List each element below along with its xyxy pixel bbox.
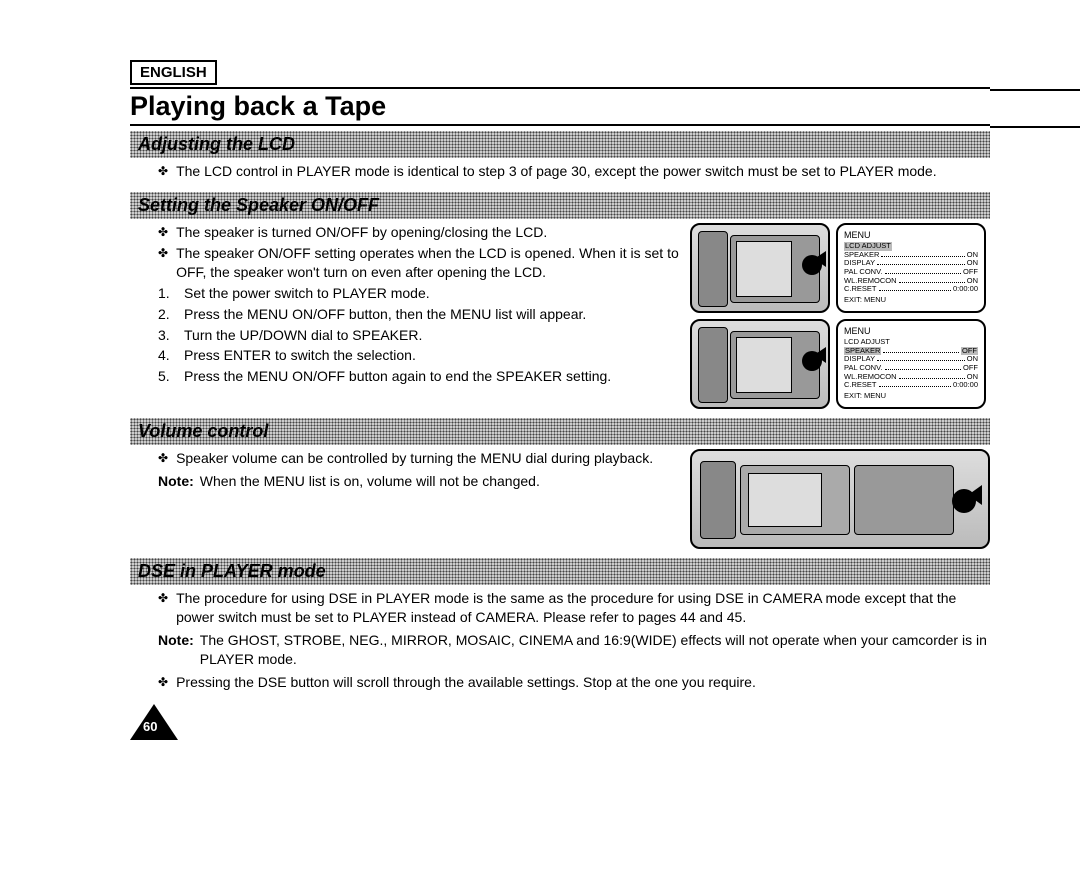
illustration-speaker-1: MENULCD ADJUSTSPEAKERONDISPLAYONPAL CONV… [690,223,990,313]
section-header-dse: DSE in PLAYER mode [130,558,990,585]
step2: Press the MENU ON/OFF button, then the M… [184,305,680,324]
section-header-speaker: Setting the Speaker ON/OFF [130,192,990,219]
step1: Set the power switch to PLAYER mode. [184,284,680,303]
bullet-icon: ✤ [158,673,168,692]
camcorder-illustration [690,319,830,409]
menu-screen-2: MENULCD ADJUSTSPEAKEROFFDISPLAYONPAL CON… [836,319,986,409]
step-num: 5. [158,367,176,386]
dse-bullet2: Pressing the DSE button will scroll thro… [176,673,990,692]
dse-note: The GHOST, STROBE, NEG., MIRROR, MOSAIC,… [200,631,990,669]
menu-screen-1: MENULCD ADJUSTSPEAKERONDISPLAYONPAL CONV… [836,223,986,313]
page-title: Playing back a Tape [130,91,990,122]
step-num: 1. [158,284,176,303]
camcorder-illustration [690,223,830,313]
language-label: ENGLISH [130,60,217,85]
step5: Press the MENU ON/OFF button again to en… [184,367,680,386]
step4: Press ENTER to switch the selection. [184,346,680,365]
section-header-volume: Volume control [130,418,990,445]
bullet-icon: ✤ [158,162,168,181]
bullet-icon: ✤ [158,589,168,627]
step-num: 3. [158,326,176,345]
title-bar: Playing back a Tape [130,87,990,126]
bullet-icon: ✤ [158,223,168,242]
section-header-lcd: Adjusting the LCD [130,131,990,158]
page-number: 60 [143,719,157,734]
volume-note: When the MENU list is on, volume will no… [200,472,680,491]
volume-bullet: Speaker volume can be controlled by turn… [176,449,680,468]
speaker-bullet2: The speaker ON/OFF setting operates when… [176,244,680,282]
speaker-bullet1: The speaker is turned ON/OFF by opening/… [176,223,680,242]
lcd-bullet-text: The LCD control in PLAYER mode is identi… [176,162,990,181]
step3: Turn the UP/DOWN dial to SPEAKER. [184,326,680,345]
step-num: 2. [158,305,176,324]
step-num: 4. [158,346,176,365]
note-label: Note: [158,631,194,669]
bullet-icon: ✤ [158,449,168,468]
bullet-icon: ✤ [158,244,168,282]
camcorder-wide-illustration [690,449,990,549]
note-label: Note: [158,472,194,491]
illustration-speaker-2: MENULCD ADJUSTSPEAKEROFFDISPLAYONPAL CON… [690,319,990,409]
page-number-triangle: 60 [130,704,178,740]
dse-bullet1: The procedure for using DSE in PLAYER mo… [176,589,990,627]
